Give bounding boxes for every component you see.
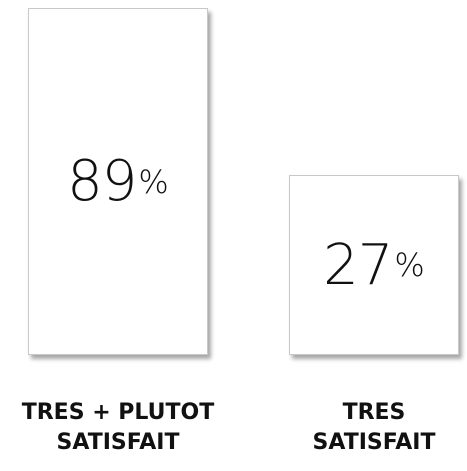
stat-unit: % — [138, 162, 169, 201]
stat-label: TRES SATISFAIT — [254, 398, 467, 458]
stat-label: TRES + PLUTOT SATISFAIT — [0, 398, 238, 458]
label-line: SATISFAIT — [56, 430, 180, 455]
label-line: TRES — [342, 400, 406, 425]
stat-card: 89% — [28, 8, 208, 355]
stat-unit: % — [394, 246, 425, 284]
label-line: SATISFAIT — [312, 430, 436, 455]
stat-value: 89 — [67, 149, 137, 214]
stat-card: 27% — [289, 175, 459, 355]
stat-value: 27 — [323, 232, 393, 298]
label-line: TRES + PLUTOT — [21, 400, 215, 425]
